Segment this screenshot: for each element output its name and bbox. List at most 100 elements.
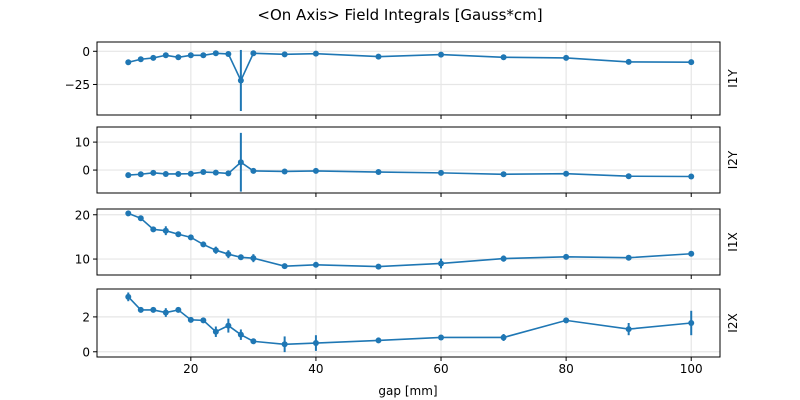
data-point — [237, 159, 244, 166]
data-point — [212, 50, 219, 57]
data-point — [200, 317, 207, 324]
data-point — [150, 226, 157, 233]
data-point — [212, 247, 219, 254]
data-point — [688, 173, 695, 180]
data-point — [281, 263, 288, 270]
panel-i1y: −25 0 I1Y — [65, 41, 740, 119]
data-point — [375, 53, 382, 60]
y-tick-label: 20 — [75, 208, 90, 222]
data-point — [250, 255, 257, 262]
data-point — [162, 170, 169, 177]
data-point — [375, 263, 382, 270]
y-axis-label: I2X — [726, 313, 740, 332]
data-point — [237, 77, 244, 84]
data-point — [438, 51, 445, 58]
data-point — [281, 341, 288, 348]
y-tick-label: 10 — [75, 253, 90, 267]
x-tick-label: 100 — [680, 362, 703, 376]
series-line — [127, 296, 692, 346]
panel-i2x: 20 40 60 80 100 0 2 I2X — [82, 288, 740, 376]
data-point — [563, 54, 570, 61]
data-point — [500, 171, 507, 178]
data-point — [625, 173, 632, 180]
y-axis-label: I2Y — [726, 150, 740, 169]
y-tick-label: 0 — [82, 164, 90, 178]
data-point — [250, 167, 257, 174]
data-point — [375, 169, 382, 176]
axes-frame — [96, 126, 721, 194]
data-point — [563, 170, 570, 177]
data-point — [175, 231, 182, 238]
data-point — [137, 215, 144, 222]
data-point — [563, 253, 570, 260]
y-axis-label: I1X — [726, 232, 740, 251]
y-tick-label: 10 — [75, 136, 90, 150]
data-point — [438, 169, 445, 176]
y-tick-label: 0 — [82, 345, 90, 359]
x-tick-label: 20 — [183, 362, 198, 376]
data-point — [438, 334, 445, 341]
data-point — [187, 170, 194, 177]
y-tick-label: −25 — [65, 78, 90, 92]
data-point — [162, 227, 169, 234]
data-point — [225, 322, 232, 329]
data-point — [137, 171, 144, 178]
data-point — [438, 260, 445, 267]
data-point — [312, 261, 319, 268]
data-point — [625, 58, 632, 65]
data-point — [200, 169, 207, 176]
series-line — [128, 161, 692, 178]
data-point — [225, 251, 232, 258]
data-point — [563, 317, 570, 324]
panel-i1x: 10 20 I1X — [75, 208, 740, 279]
data-point — [281, 51, 288, 58]
data-point — [625, 326, 632, 333]
axes-frame — [96, 208, 721, 276]
data-point — [225, 170, 232, 177]
y-tick-label: 2 — [82, 310, 90, 324]
data-point — [187, 52, 194, 59]
data-point — [237, 254, 244, 261]
data-point — [175, 306, 182, 313]
data-point — [162, 52, 169, 59]
data-point — [187, 316, 194, 323]
data-point — [175, 54, 182, 61]
data-point — [625, 254, 632, 261]
data-point — [150, 306, 157, 313]
series-line — [128, 52, 692, 83]
data-point — [500, 54, 507, 61]
data-point — [281, 168, 288, 175]
data-point — [212, 169, 219, 176]
data-point — [688, 320, 695, 326]
data-point — [250, 50, 257, 57]
x-axis-label: gap [mm] — [378, 384, 437, 398]
data-point — [125, 59, 132, 66]
data-point — [312, 50, 319, 57]
data-point — [250, 338, 257, 345]
data-point — [200, 241, 207, 248]
data-point — [125, 172, 132, 179]
y-axis-label: I1Y — [726, 69, 740, 88]
axes-frame — [96, 41, 721, 116]
data-point — [137, 306, 144, 313]
data-point — [187, 234, 194, 241]
axes-frame — [96, 288, 721, 358]
data-point — [688, 59, 695, 66]
data-point — [125, 293, 132, 300]
y-tick-label: 0 — [82, 45, 90, 59]
data-point — [500, 334, 507, 341]
data-point — [137, 56, 144, 63]
chart-title: <On Axis> Field Integrals [Gauss*cm] — [257, 6, 542, 24]
data-point — [237, 331, 244, 338]
data-point — [312, 167, 319, 174]
x-tick-label: 80 — [558, 362, 573, 376]
panel-i2y: 0 10 I2Y — [75, 126, 740, 197]
data-point — [225, 50, 232, 57]
x-tick-label: 60 — [433, 362, 448, 376]
data-point — [150, 54, 157, 61]
x-tick-label: 40 — [308, 362, 323, 376]
data-point — [312, 340, 319, 347]
data-point — [375, 337, 382, 344]
